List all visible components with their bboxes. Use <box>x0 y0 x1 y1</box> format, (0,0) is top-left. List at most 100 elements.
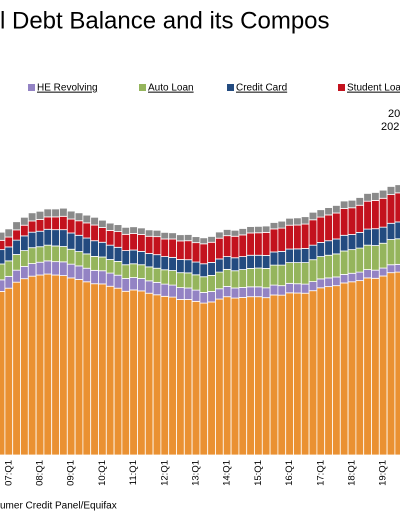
bar-segment <box>332 212 341 240</box>
bar-segment <box>98 241 107 258</box>
bar-segment <box>74 234 84 252</box>
bar-segment <box>293 217 302 226</box>
bar-segment <box>168 296 177 456</box>
bar-segment <box>121 250 131 266</box>
bar-segment <box>207 301 216 456</box>
bar-segment <box>222 268 232 287</box>
bar-segment <box>43 228 53 246</box>
bar-segment <box>246 232 255 256</box>
bar-segment <box>27 247 37 264</box>
bar-segment <box>238 287 248 298</box>
bar-segment <box>183 259 193 274</box>
bar-segment <box>371 200 380 230</box>
bar-segment <box>183 240 193 261</box>
bar-segment <box>74 212 84 222</box>
bar-segment <box>90 216 99 226</box>
bar-segment <box>137 264 146 279</box>
bar-segment <box>386 222 396 240</box>
bar-segment <box>246 286 255 298</box>
bar-segment <box>199 237 209 245</box>
bar-segment <box>246 226 255 234</box>
bar-segment <box>285 262 294 284</box>
bar-segment <box>199 243 209 265</box>
bar-segment <box>43 208 53 218</box>
bar-segment <box>386 272 396 456</box>
bar-segment <box>300 262 310 285</box>
bar-segment <box>199 276 209 293</box>
bar-segment <box>0 231 6 241</box>
bar-segment <box>300 223 310 249</box>
bar-segment <box>378 189 388 199</box>
bar-segment <box>35 218 45 232</box>
bar-segment <box>59 229 68 247</box>
bar-segment <box>332 238 341 255</box>
bar-segment <box>269 264 279 286</box>
bar-segment <box>254 286 263 298</box>
bar-segment <box>105 230 115 246</box>
bar-segment <box>246 268 255 288</box>
bar-segment <box>191 289 201 302</box>
bar-segment <box>324 286 333 456</box>
bar-segment <box>347 199 357 209</box>
bar-segment <box>277 285 287 296</box>
bar-segment <box>66 263 76 279</box>
bar-segment <box>0 263 6 281</box>
bar-segment <box>27 275 37 456</box>
legend-label: Credit Card <box>236 83 287 94</box>
bar-segment <box>74 251 84 267</box>
bar-segment <box>238 297 248 456</box>
bar-segment <box>129 289 138 456</box>
bar-segment <box>121 233 131 251</box>
bar-segment <box>51 274 60 456</box>
x-tick-label: 16:Q1 <box>284 460 295 486</box>
annotation: 20 <box>388 108 400 120</box>
bar-segment <box>176 240 185 260</box>
bar-segment <box>35 274 45 456</box>
bar-segment <box>199 302 209 456</box>
bar-segment <box>347 249 357 274</box>
bar-segment <box>129 263 138 278</box>
bar-segment <box>82 214 92 224</box>
bar-segment <box>207 241 216 263</box>
bar-segment <box>43 216 53 230</box>
bar-segment <box>105 244 115 260</box>
bar-segment <box>160 238 170 258</box>
bar-segment <box>160 295 170 456</box>
bar-segment <box>363 193 372 202</box>
bar-segment <box>394 184 400 194</box>
bar-segment <box>199 292 209 304</box>
legend-swatch <box>338 84 345 91</box>
bar-segment <box>261 268 271 289</box>
bar-segment <box>355 271 365 282</box>
bar-segment <box>308 211 318 221</box>
bar-segment <box>144 266 154 282</box>
bar-segment <box>316 242 326 258</box>
bar-segment <box>129 249 138 265</box>
x-tick-label: 19:Q1 <box>378 460 389 486</box>
bar-segment <box>0 249 6 265</box>
bar-segment <box>230 235 240 259</box>
bar-segment <box>316 256 326 280</box>
bar-segment <box>129 277 138 291</box>
bar-segment <box>363 277 372 456</box>
x-tick-label: 17:Q1 <box>315 460 326 486</box>
bar-segment <box>215 298 224 456</box>
bar-segment <box>113 287 123 456</box>
bar-segment <box>176 299 185 456</box>
bar-segment <box>160 283 170 297</box>
bar-segment <box>4 260 14 277</box>
bar-segment <box>394 192 400 223</box>
bar-segment <box>300 283 310 294</box>
bar-segment <box>230 257 240 272</box>
bar-segment <box>12 269 21 283</box>
bar-segment <box>371 269 380 279</box>
bar-segment <box>12 239 21 255</box>
bar-segment <box>222 256 232 270</box>
bar-segment <box>332 285 341 456</box>
bar-segment <box>152 267 162 283</box>
bar-segment <box>238 256 248 270</box>
bar-segment <box>324 240 333 256</box>
bar-segment <box>293 262 302 285</box>
bar-segment <box>27 220 37 233</box>
bar-segment <box>363 200 372 230</box>
